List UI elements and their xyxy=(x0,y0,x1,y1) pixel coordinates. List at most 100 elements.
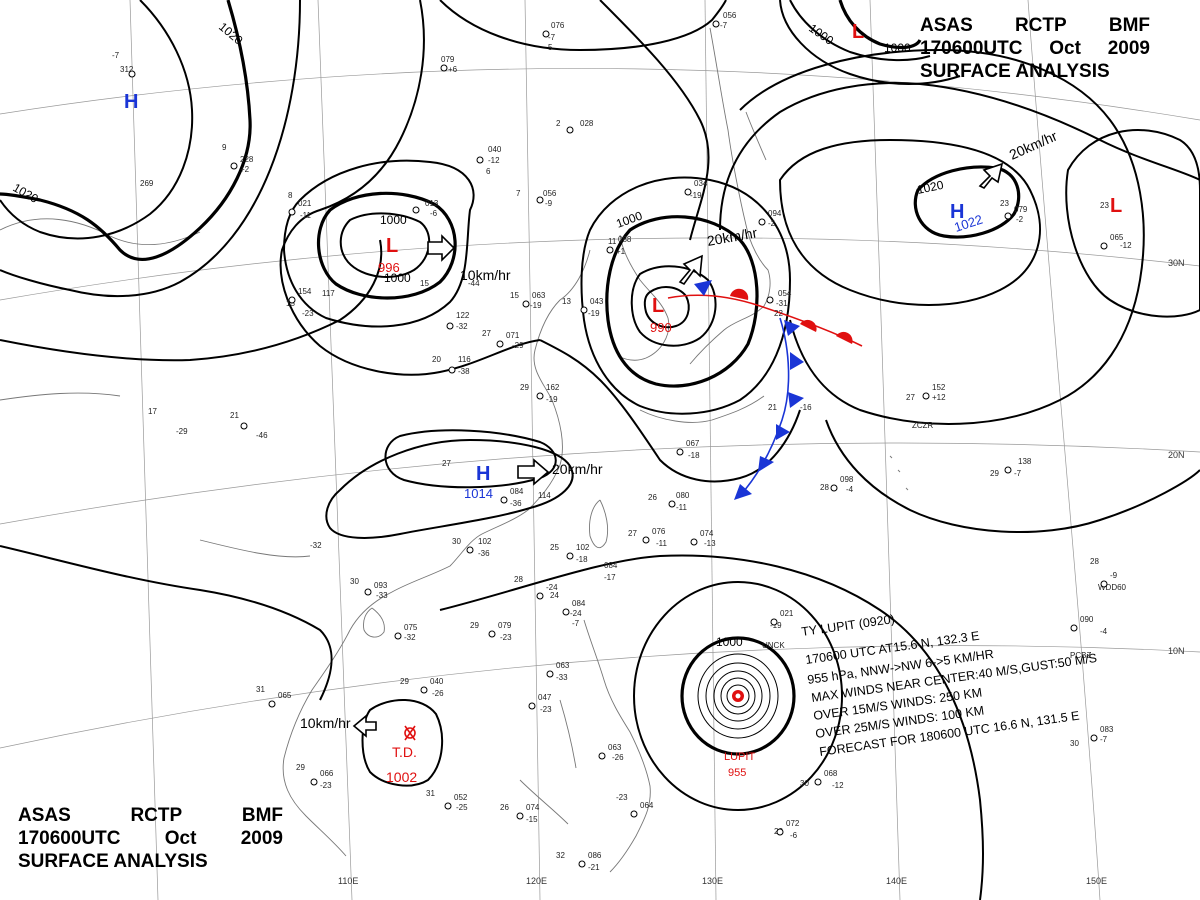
title-top-station: RCTP xyxy=(1014,15,1067,36)
station-value: 071 xyxy=(506,331,520,340)
station-value: -17 xyxy=(604,573,616,582)
station-value: -2 xyxy=(768,219,776,228)
title-top-month: Oct xyxy=(1049,38,1081,59)
station-value: 043 xyxy=(590,297,604,306)
station-value: -36 xyxy=(478,549,490,558)
title-top-time: 170600UTC xyxy=(920,38,1023,59)
station-value: 23 xyxy=(1000,199,1009,208)
station-value: 27 xyxy=(442,459,451,468)
coastlines xyxy=(0,27,909,873)
td-symbol xyxy=(404,725,416,741)
isobar-north-arc xyxy=(279,0,541,376)
lon-label-130e: 130E xyxy=(702,876,723,886)
station-value: 028 xyxy=(580,119,594,128)
station-value: 31 xyxy=(426,789,435,798)
marianas-dots xyxy=(889,455,909,491)
isobar-ne-inner xyxy=(779,0,961,85)
station-value: -7 xyxy=(1014,469,1022,478)
station-value: -29 xyxy=(512,341,524,350)
station-value: 094 xyxy=(768,209,782,218)
station-value: 083 xyxy=(1100,725,1114,734)
station-value: -24 xyxy=(570,609,582,618)
station-value: 072 xyxy=(786,819,800,828)
station-value: 20 xyxy=(432,355,441,364)
station-value: 084 xyxy=(604,561,618,570)
fronts xyxy=(667,280,863,500)
station-value: 30 xyxy=(452,537,461,546)
station-value: 021 xyxy=(780,609,794,618)
station-value: -19 xyxy=(546,395,558,404)
isobar-far-east xyxy=(825,419,1200,534)
title-bottom-unit: BMF xyxy=(241,805,283,826)
low-value-990: 990 xyxy=(650,320,672,335)
station-value: -46 xyxy=(256,431,268,440)
title-top-line-3: SURFACE ANALYSIS xyxy=(920,61,1110,82)
station-value: -7 xyxy=(112,51,120,60)
station-value: 076 xyxy=(551,21,565,30)
station-value: -23 xyxy=(616,793,628,802)
station-value: -24 xyxy=(546,583,558,592)
station-value: 6 xyxy=(486,167,491,176)
high-center-nw: H xyxy=(124,91,138,113)
title-bottom-month: Oct xyxy=(164,828,197,849)
arrow-l996 xyxy=(427,234,456,262)
station-value: 040 xyxy=(430,677,444,686)
title-top-line-1: ASAS RCTP BMF xyxy=(920,14,1150,37)
pressure-centers: H L 996 L 990 L H 102 2 L H 1014 T.D. 100… xyxy=(124,21,1122,785)
station-value: 30 xyxy=(1070,739,1079,748)
station-value: 102 xyxy=(576,543,590,552)
isobar-label-1000-ne2: 1000 xyxy=(884,41,911,55)
title-bottom-line-2: 170600UTC Oct 2009 xyxy=(18,827,283,850)
station-value: -23 xyxy=(540,705,552,714)
taiwan-coast xyxy=(589,499,609,549)
isobar-1020-east xyxy=(913,165,1021,239)
station-value: ZCZR xyxy=(912,421,934,430)
title-top-line-2: 170600UTC Oct 2009 xyxy=(920,37,1150,60)
high-center-1014: H xyxy=(476,463,490,485)
indochina-coast xyxy=(282,629,351,857)
title-bottom-station: RCTP xyxy=(130,805,183,826)
station-value: 122 xyxy=(456,311,470,320)
isobar-996-inner xyxy=(339,212,431,278)
station-value: 013 xyxy=(425,199,439,208)
station-value: -6 xyxy=(790,831,798,840)
title-bottom-line-3: SURFACE ANALYSIS xyxy=(18,851,208,872)
station-value: 084 xyxy=(572,599,586,608)
title-top-unit: BMF xyxy=(1108,15,1150,36)
station-value: 269 xyxy=(140,179,154,188)
luzon-strait xyxy=(639,395,765,423)
high-center-1022: H xyxy=(950,201,964,223)
station-circles xyxy=(128,20,1108,868)
station-value: -12 xyxy=(488,156,500,165)
station-value: 047 xyxy=(538,693,552,702)
station-value: -25 xyxy=(456,803,468,812)
low-center-996: L xyxy=(386,235,398,257)
hainan-coast xyxy=(363,607,385,638)
station-value: 040 xyxy=(488,145,502,154)
station-value: -23 xyxy=(320,781,332,790)
arrow-h1014 xyxy=(517,458,550,486)
station-value: -32 xyxy=(310,541,322,550)
station-value: -26 xyxy=(612,753,624,762)
station-value: 066 xyxy=(320,769,334,778)
td-label: T.D. xyxy=(392,744,417,760)
low-value-996: 996 xyxy=(378,260,400,275)
station-value: 065 xyxy=(1110,233,1124,242)
isobar-nw-1 xyxy=(0,0,194,240)
station-value: -2 xyxy=(1016,215,1024,224)
station-value: 30 xyxy=(800,779,809,788)
station-value: 21 xyxy=(768,403,777,412)
typhoon-pressure: 955 xyxy=(728,767,746,779)
title-top-year: 2009 xyxy=(1107,38,1150,59)
station-value: 27 xyxy=(628,529,637,538)
isobar-1020-west xyxy=(0,0,252,261)
station-value: -31 xyxy=(776,299,788,308)
isobar-center-north xyxy=(439,0,727,52)
station-value: 15 xyxy=(286,299,295,308)
station-value: 24 xyxy=(550,591,559,600)
lon-label-110e: 110E xyxy=(338,876,358,886)
station-value: 076 xyxy=(652,527,666,536)
arrow-h1022 xyxy=(978,162,1004,190)
